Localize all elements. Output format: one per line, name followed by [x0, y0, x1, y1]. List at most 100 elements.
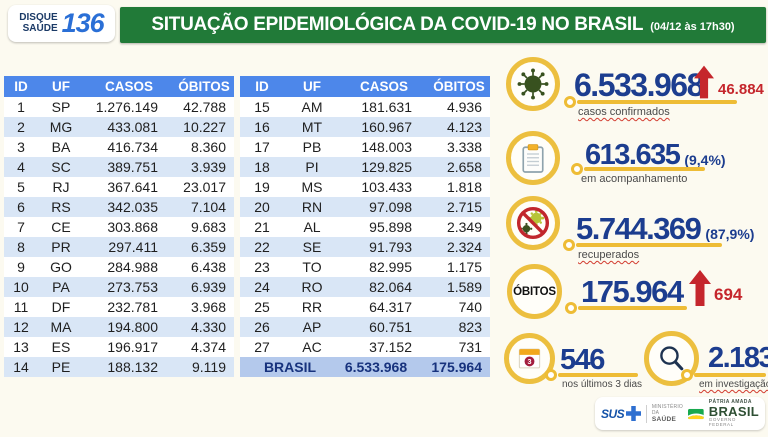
up-arrow-icon	[694, 65, 714, 99]
state-row: 11 DF 232.781 3.968	[4, 297, 234, 317]
cell-casos: 389.751	[84, 157, 174, 177]
disque-saude-label: DISQUE SAÚDE	[19, 12, 58, 34]
cell-uf: RR	[301, 299, 323, 315]
cell-obitos: 4.936	[446, 99, 482, 115]
column-header-id: ID	[240, 76, 284, 97]
column-header-id: ID	[4, 76, 38, 97]
cell-uf: RJ	[52, 179, 70, 195]
ministry-line1: MINISTÉRIO DA	[651, 403, 684, 416]
column-header-casos: CASOS	[84, 76, 174, 97]
obitos-circle-label: ÓBITOS	[513, 285, 556, 298]
obitos-circle: ÓBITOS	[507, 264, 562, 319]
disque-saude-logo: DISQUE SAÚDE 136	[8, 5, 115, 42]
state-row: 27 AC 37.152 731	[240, 337, 490, 357]
footer-bar: SUS MINISTÉRIO DA SAÚDE PÁTRIA AMADA BRA…	[595, 397, 765, 430]
cell-id: 17	[254, 139, 270, 155]
total-row: BRASIL 6.533.968 175.964	[240, 357, 490, 377]
cell-casos: 367.641	[107, 179, 158, 195]
cell-casos: 196.917	[107, 339, 158, 355]
cell-obitos: 2.658	[428, 157, 490, 177]
cell-uf: AM	[301, 99, 323, 115]
cell-obitos: 9.119	[174, 357, 234, 377]
cell-id: 8	[4, 237, 38, 257]
stat-label-acompanhamento: em acompanhamento	[581, 173, 688, 185]
cell-uf: PR	[38, 237, 84, 257]
cell-casos: 342.035	[84, 197, 174, 217]
cell-id: 5	[17, 179, 25, 195]
cell-uf: RO	[284, 277, 340, 297]
cell-obitos: 3.968	[190, 299, 226, 315]
cell-uf: ES	[51, 339, 71, 355]
state-row: 8 PR 297.411 6.359	[4, 237, 234, 257]
state-row: 18 PI 129.825 2.658	[240, 157, 490, 177]
sus-cross-icon	[626, 406, 642, 421]
cell-id: 2	[4, 117, 38, 137]
cell-uf: MS	[301, 179, 323, 195]
cell-casos: 181.631	[361, 99, 412, 115]
cell-obitos: 1.175	[446, 259, 482, 275]
cell-uf: MA	[38, 317, 84, 337]
state-row: 9 GO 284.988 6.438	[4, 257, 234, 277]
cell-casos: 82.064	[340, 277, 428, 297]
cell-uf: MG	[38, 117, 84, 137]
state-row: 23 TO 82.995 1.175	[240, 257, 490, 277]
up-arrow-icon	[689, 270, 711, 306]
pin-dot	[565, 301, 577, 314]
cell-uf: PB	[302, 139, 322, 155]
cell-obitos: 823	[428, 317, 490, 337]
total-cell: 6.533.968	[340, 357, 428, 377]
cell-casos: 82.995	[369, 259, 412, 275]
cell-casos: 284.988	[107, 259, 158, 275]
cell-obitos: 10.227	[174, 117, 234, 137]
sus-logo: SUS	[601, 406, 642, 421]
footer-divider	[646, 404, 647, 423]
cell-obitos: 4.374	[190, 339, 226, 355]
cell-id: 6	[4, 197, 38, 217]
cell-uf: TO	[302, 259, 322, 275]
stat-casos-confirmados: 6.533.968	[574, 69, 704, 101]
states-table-right: ID UF CASOS ÓBITOS 15 AM 181.631 4.936 16 MT 160.…	[240, 76, 490, 377]
state-row: 4 SC 389.751 3.939	[4, 157, 234, 177]
cell-casos: 416.734	[107, 139, 158, 155]
pin-dot	[571, 162, 583, 175]
logo-line1: DISQUE	[19, 12, 58, 23]
cell-casos: 188.132	[84, 357, 174, 377]
stat-value-ultimos-dias: 546	[560, 344, 605, 376]
cell-casos: 97.098	[340, 197, 428, 217]
stat-delta-casos: 46.884	[718, 81, 764, 98]
cell-id: 13	[13, 339, 29, 355]
cell-obitos: 1.818	[446, 179, 482, 195]
title-banner: SITUAÇÃO EPIDEMIOLÓGICA DA COVID-19 NO B…	[120, 7, 766, 43]
clipboard-icon	[506, 131, 560, 185]
cell-id: 25	[254, 299, 270, 315]
cell-uf: SP	[51, 99, 71, 115]
cell-obitos: 3.338	[446, 139, 482, 155]
calendar-icon: 3	[504, 333, 555, 384]
cell-id: 15	[254, 99, 270, 115]
cell-id: 24	[240, 277, 284, 297]
cell-uf: PA	[38, 277, 84, 297]
cell-casos: 303.868	[107, 219, 158, 235]
cell-casos: 194.800	[84, 317, 174, 337]
stat-recuperados: 5.744.369 (87,9%)	[576, 213, 754, 244]
cell-obitos: 8.360	[190, 139, 226, 155]
state-row: 22 SE 91.793 2.324	[240, 237, 490, 257]
state-row: 7 CE 303.868 9.683	[4, 217, 234, 237]
cell-id: 9	[17, 259, 25, 275]
cell-obitos: 6.438	[190, 259, 226, 275]
state-row: 6 RS 342.035 7.104	[4, 197, 234, 217]
state-row: 13 ES 196.917 4.374	[4, 337, 234, 357]
stat-obitos: 175.964	[581, 276, 684, 307]
cell-uf: AL	[303, 219, 321, 235]
magnifier-glyph	[659, 345, 683, 370]
stat-underline	[571, 162, 705, 175]
stat-percent-recuperados: (87,9%)	[705, 226, 755, 242]
cell-obitos: 3.939	[174, 157, 234, 177]
cell-casos: 297.411	[84, 237, 174, 257]
cell-uf: GO	[50, 259, 72, 275]
stat-underline	[681, 368, 766, 381]
cell-id: 27	[254, 339, 270, 355]
total-cell: 175.964	[428, 357, 490, 377]
total-cell: BRASIL	[240, 357, 340, 377]
